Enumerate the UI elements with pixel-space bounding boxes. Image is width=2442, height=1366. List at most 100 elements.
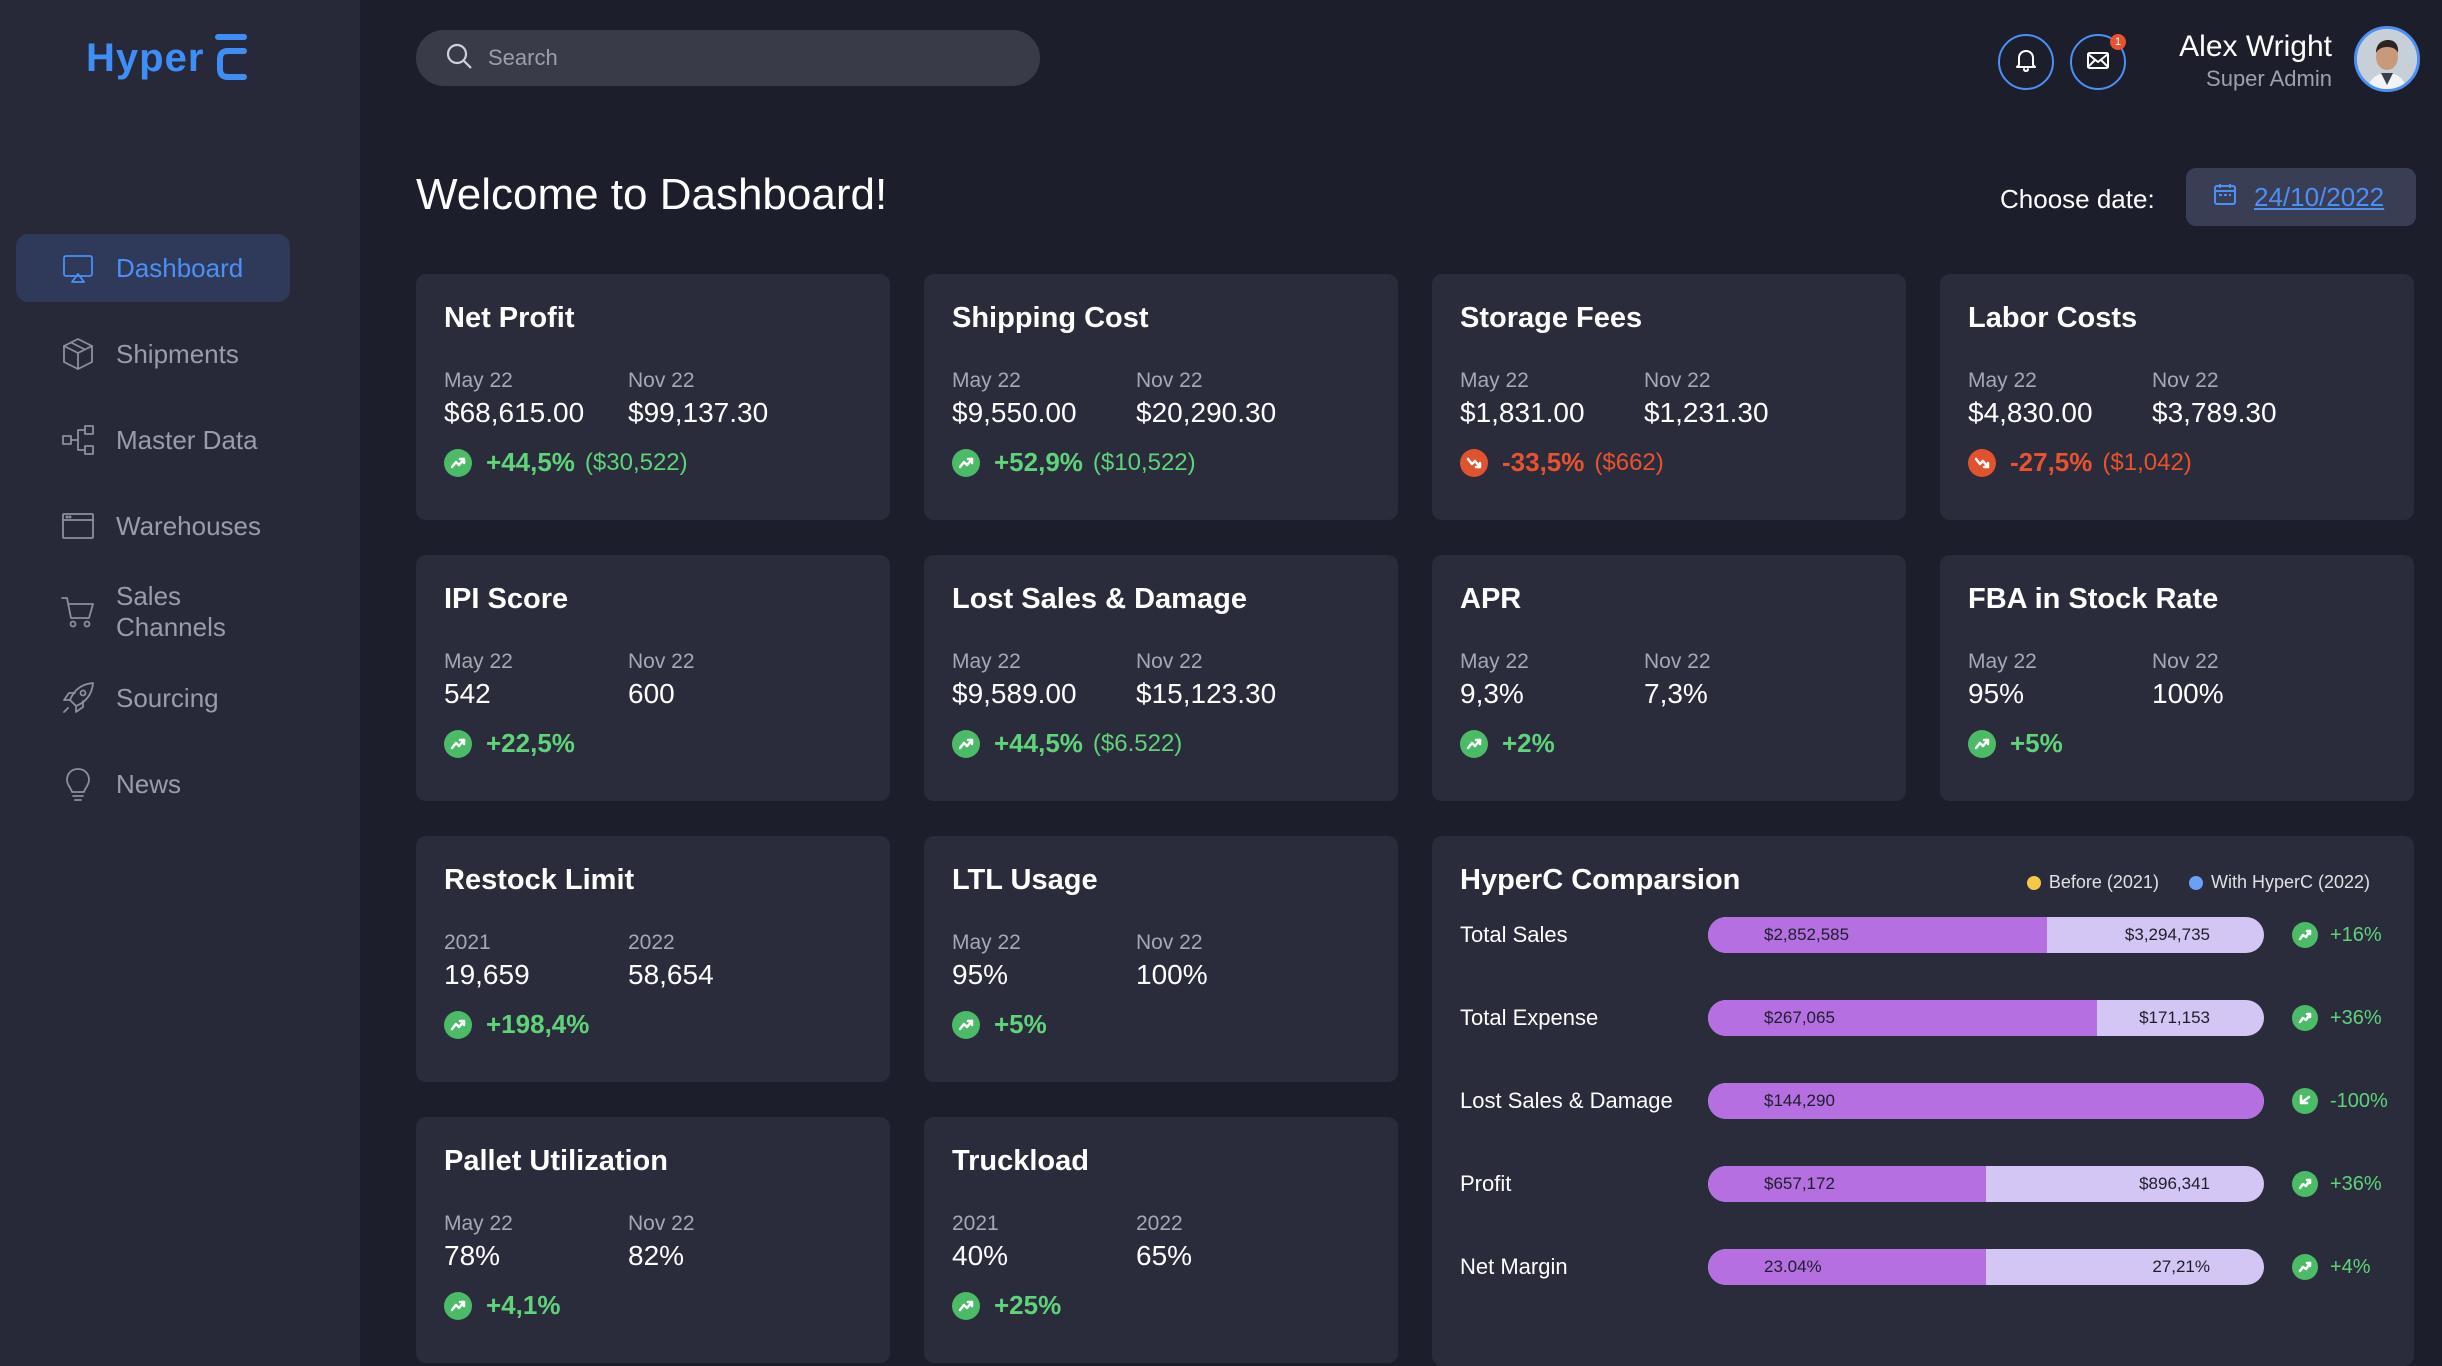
trend-down-icon — [2292, 1088, 2318, 1114]
change-indicator: -27,5% ($1,042) — [1968, 447, 2386, 478]
period-value-1: 40% — [952, 1240, 1009, 1271]
comparison-row-label: Lost Sales & Damage — [1460, 1088, 1673, 1113]
sidebar-nav: Dashboard Shipments Master Data Warehous… — [16, 234, 344, 836]
card-title: Storage Fees — [1460, 302, 1643, 334]
metric-card-ltl-usage[interactable]: LTL Usage May 22 95% Nov 22 100% +5% — [924, 836, 1398, 1082]
period-label-2: 2022 — [1136, 1212, 1183, 1235]
metric-card-ipi-score[interactable]: IPI Score May 22 542 Nov 22 600 +22,5% — [416, 555, 890, 801]
legend-after: With HyperC (2022) — [2188, 872, 2370, 893]
sidebar-item-sales-channels[interactable]: Sales Channels — [16, 578, 290, 646]
bar-before-value: $267,065 — [1764, 1008, 1835, 1027]
period-value-1: 95% — [952, 959, 1009, 990]
change-percent: +52,9% — [994, 447, 1083, 477]
comparison-row-total-expense: Total Expense $267,065 $171,153 +36% — [1460, 999, 2400, 1037]
card-title: Truckload — [952, 1145, 1089, 1177]
trend-down-icon — [1460, 448, 1488, 477]
comparison-row-label: Total Expense — [1460, 1005, 1599, 1030]
sidebar-item-news[interactable]: News — [16, 750, 290, 818]
card-title: Labor Costs — [1968, 302, 2138, 334]
comparison-bar[interactable]: $267,065 $171,153 — [1708, 1000, 2264, 1036]
period-value-2: 100% — [2152, 678, 2224, 709]
card-title: IPI Score — [444, 583, 569, 615]
period-label-2: 2022 — [628, 931, 675, 954]
comparison-legend: Before (2021) With HyperC (2022) — [2026, 872, 2370, 893]
cart-icon — [60, 594, 96, 630]
card-title: Net Profit — [444, 302, 575, 334]
comparison-change-value: +16% — [2330, 923, 2382, 946]
comparison-bar[interactable]: $144,290 — [1708, 1083, 2264, 1119]
sidebar-item-label: Warehouses — [116, 510, 261, 541]
change-indicator: +198,4% — [444, 1009, 862, 1040]
metric-card-restock-limit[interactable]: Restock Limit 2021 19,659 2022 58,654 +198,4% — [416, 836, 890, 1082]
avatar[interactable] — [2354, 26, 2420, 92]
card-title: APR — [1460, 583, 1522, 615]
period-value-2: $3,789.30 — [2152, 397, 2277, 428]
trend-up-icon — [952, 729, 980, 758]
change-indicator: -33,5% ($662) — [1460, 447, 1878, 478]
period-value-1: $4,830.00 — [1968, 397, 2093, 428]
user-info[interactable]: Alex Wright Super Admin — [2179, 30, 2332, 92]
sidebar-item-label: Master Data — [116, 424, 258, 455]
period-label-2: Nov 22 — [2152, 650, 2219, 673]
messages-button[interactable]: 1 — [2070, 34, 2126, 90]
sidebar-item-warehouses[interactable]: Warehouses — [16, 492, 290, 560]
trend-up-icon — [444, 729, 472, 758]
comparison-change: +36% — [2292, 1171, 2382, 1197]
change-percent: +4,1% — [486, 1290, 561, 1320]
metric-card-net-profit[interactable]: Net Profit May 22 $68,615.00 Nov 22 $99,137.… — [416, 274, 890, 520]
change-percent: +2% — [1502, 728, 1555, 758]
metric-card-lost-sales-damage[interactable]: Lost Sales & Damage May 22 $9,589.00 Nov 22… — [924, 555, 1398, 801]
metric-card-labor-costs[interactable]: Labor Costs May 22 $4,830.00 Nov 22 $3,789.3… — [1940, 274, 2414, 520]
sidebar-item-master-data[interactable]: Master Data — [16, 406, 290, 474]
calendar-icon — [2212, 181, 2254, 214]
metric-card-apr[interactable]: APR May 22 9,3% Nov 22 7,3% +2% — [1432, 555, 1906, 801]
comparison-change-value: +4% — [2330, 1255, 2371, 1278]
notifications-button[interactable] — [1998, 34, 2054, 90]
metric-card-truckload[interactable]: Truckload 2021 40% 2022 65% +25% — [924, 1117, 1398, 1363]
sidebar-item-shipments[interactable]: Shipments — [16, 320, 290, 388]
comparison-bar[interactable]: $2,852,585 $3,294,735 — [1708, 917, 2264, 953]
bar-before-value: 23.04% — [1764, 1257, 1822, 1276]
period-value-2: 100% — [1136, 959, 1208, 990]
period-value-2: 65% — [1136, 1240, 1193, 1271]
app-logo[interactable]: Hyper — [86, 30, 248, 86]
bar-after-value: 27,21% — [2152, 1257, 2210, 1276]
period-value-2: 82% — [628, 1240, 685, 1271]
trend-up-icon — [2292, 1171, 2318, 1197]
comparison-bar[interactable]: $657,172 $896,341 — [1708, 1166, 2264, 1202]
bar-before-segment — [1708, 1000, 2097, 1036]
period-value-2: $99,137.30 — [628, 397, 769, 428]
metric-card-fba-in-stock-rate[interactable]: FBA in Stock Rate May 22 95% Nov 22 100% +5% — [1940, 555, 2414, 801]
change-indicator: +44,5% ($6.522) — [952, 728, 1370, 759]
trend-up-icon — [952, 1291, 980, 1320]
sidebar-item-sourcing[interactable]: Sourcing — [16, 664, 290, 732]
bar-before-value: $144,290 — [1764, 1091, 1835, 1110]
comparison-row-label: Total Sales — [1460, 922, 1568, 947]
card-title: Pallet Utilization — [444, 1145, 668, 1177]
metric-card-storage-fees[interactable]: Storage Fees May 22 $1,831.00 Nov 22 $1,231.… — [1432, 274, 1906, 520]
period-label-1: May 22 — [1968, 369, 2037, 392]
sidebar-item-dashboard[interactable]: Dashboard — [16, 234, 290, 302]
change-indicator: +5% — [952, 1009, 1370, 1040]
logo-text: Hyper — [86, 35, 205, 80]
metric-card-pallet-utilization[interactable]: Pallet Utilization May 22 78% Nov 22 82% +4,1… — [416, 1117, 890, 1363]
mail-icon — [2085, 47, 2111, 78]
date-picker-button[interactable]: 24/10/2022 — [2186, 168, 2416, 226]
sidebar-item-label: Sourcing — [116, 682, 219, 713]
window-icon — [60, 508, 96, 544]
change-amount: ($1,042) — [2102, 448, 2192, 476]
legend-before: Before (2021) — [2026, 872, 2159, 893]
rocket-icon — [60, 680, 96, 716]
trend-up-icon — [444, 1291, 472, 1320]
period-label-2: Nov 22 — [1644, 650, 1711, 673]
search-input[interactable] — [488, 45, 988, 71]
comparison-bar[interactable]: 23.04% 27,21% — [1708, 1249, 2264, 1285]
metric-card-shipping-cost[interactable]: Shipping Cost May 22 $9,550.00 Nov 22 $20,29… — [924, 274, 1398, 520]
period-label-1: May 22 — [1460, 650, 1529, 673]
trend-up-icon — [952, 448, 980, 477]
trend-down-icon — [1968, 448, 1996, 477]
period-value-2: 58,654 — [628, 959, 714, 990]
trend-up-icon — [444, 1010, 472, 1039]
period-value-1: 9,3% — [1460, 678, 1524, 709]
legend-before-label: Before (2021) — [2048, 872, 2159, 892]
